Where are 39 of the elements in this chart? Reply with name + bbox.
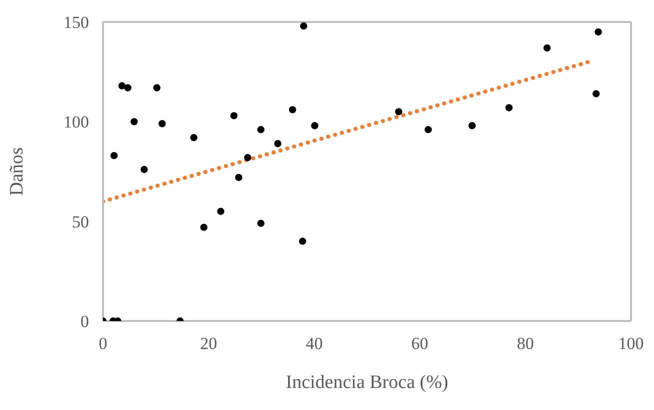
point	[158, 120, 166, 128]
point	[424, 126, 432, 134]
x-tick-label: 0	[98, 334, 108, 354]
point	[235, 174, 242, 182]
point	[200, 224, 208, 231]
point	[140, 166, 148, 174]
point	[592, 90, 600, 98]
point	[110, 152, 118, 160]
point	[118, 82, 126, 90]
point	[244, 154, 252, 162]
point	[543, 44, 551, 52]
point	[257, 220, 264, 227]
x-tick-label: 100	[618, 334, 644, 354]
point	[217, 208, 224, 215]
y-tick-label: 100	[64, 112, 89, 132]
point	[298, 238, 306, 245]
point	[300, 22, 308, 30]
y-axis-title: Daños	[6, 147, 28, 196]
point	[505, 104, 513, 112]
point	[257, 126, 264, 134]
x-tick-label: 80	[516, 334, 534, 354]
point	[124, 84, 132, 92]
point	[288, 106, 296, 114]
point	[395, 108, 402, 116]
point	[311, 122, 318, 130]
point	[190, 134, 198, 142]
point	[153, 84, 160, 92]
x-tick-label: 60	[411, 334, 428, 354]
x-tick-label: 20	[200, 334, 218, 354]
y-tick-label: 150	[64, 13, 89, 32]
x-tick-label: 40	[306, 334, 323, 354]
point	[468, 122, 476, 130]
point	[274, 140, 282, 148]
point	[130, 118, 138, 126]
y-tick-label: 50	[72, 212, 89, 232]
x-axis-title: Incidencia Broca (%)	[286, 372, 448, 393]
point	[230, 112, 238, 120]
y-tick-label: 0	[80, 312, 89, 332]
point	[594, 28, 602, 36]
